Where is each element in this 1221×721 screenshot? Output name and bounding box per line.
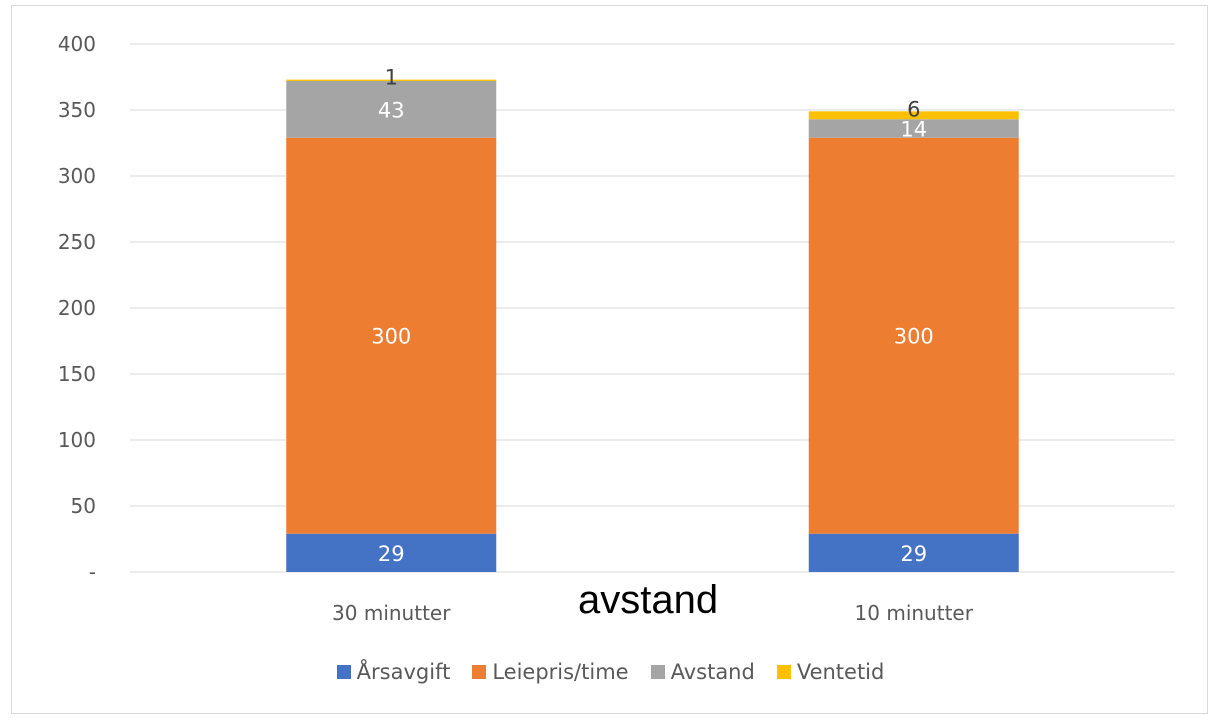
data-label: 29 — [378, 542, 405, 566]
data-label: 6 — [907, 97, 920, 121]
legend-swatch — [336, 665, 351, 679]
bar-segment — [808, 119, 1019, 138]
bar-segment — [808, 533, 1019, 572]
y-axis-ticks: - 50 100 150 200 250 300 350 400 — [58, 32, 96, 584]
y-tick-label: 350 — [58, 98, 96, 122]
bar-segment — [286, 80, 497, 138]
y-tick-label: - — [89, 560, 96, 584]
legend-label: Ventetid — [796, 660, 885, 684]
bar-segment — [808, 111, 1019, 120]
bar-segment — [286, 137, 497, 534]
bar-segment — [286, 79, 497, 81]
legend-swatch — [650, 665, 665, 679]
y-tick-label: 250 — [58, 230, 96, 254]
legend-item: Årsavgift — [336, 660, 451, 684]
legend: Årsavgift Leiepris/time Avstand Ventetid — [0, 660, 1221, 684]
x-category-label: 30 minutter — [332, 601, 451, 625]
data-label: 14 — [900, 117, 927, 141]
legend-item: Leiepris/time — [472, 660, 629, 684]
data-label: 300 — [371, 325, 411, 349]
y-tick-label: 50 — [71, 494, 96, 518]
y-tick-label: 400 — [58, 32, 96, 56]
x-category-label: 10 minutter — [855, 601, 974, 625]
y-tick-label: 200 — [58, 296, 96, 320]
legend-item: Avstand — [650, 660, 755, 684]
bar-segment — [808, 137, 1019, 534]
legend-label: Leiepris/time — [492, 660, 629, 684]
data-label: 29 — [900, 542, 927, 566]
overlay-caption: avstand — [578, 578, 719, 622]
legend-label: Årsavgift — [356, 660, 451, 684]
data-label: 300 — [894, 325, 934, 349]
data-label: 1 — [385, 66, 398, 90]
y-tick-label: 100 — [58, 428, 96, 452]
data-label: 43 — [378, 98, 405, 122]
legend-swatch — [472, 665, 487, 679]
data-labels: 29 300 43 1 29 300 146 — [371, 66, 934, 566]
y-tick-label: 300 — [58, 164, 96, 188]
legend-item: Ventetid — [776, 660, 885, 684]
bars — [286, 79, 1019, 572]
legend-label: Avstand — [670, 660, 755, 684]
bar-segment — [286, 533, 497, 572]
legend-swatch — [776, 665, 791, 679]
y-tick-label: 150 — [58, 362, 96, 386]
x-axis-categories: 30 minutter 10 minutter — [332, 601, 974, 625]
